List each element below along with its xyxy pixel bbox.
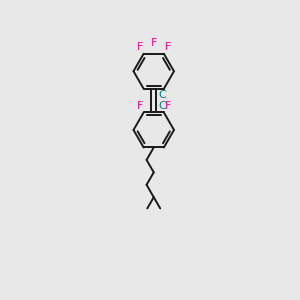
Text: F: F [164, 42, 171, 52]
Text: F: F [136, 101, 143, 111]
Text: C: C [159, 101, 167, 111]
Text: F: F [151, 38, 157, 48]
Text: C: C [159, 90, 167, 100]
Text: F: F [136, 42, 143, 52]
Text: F: F [164, 101, 171, 111]
